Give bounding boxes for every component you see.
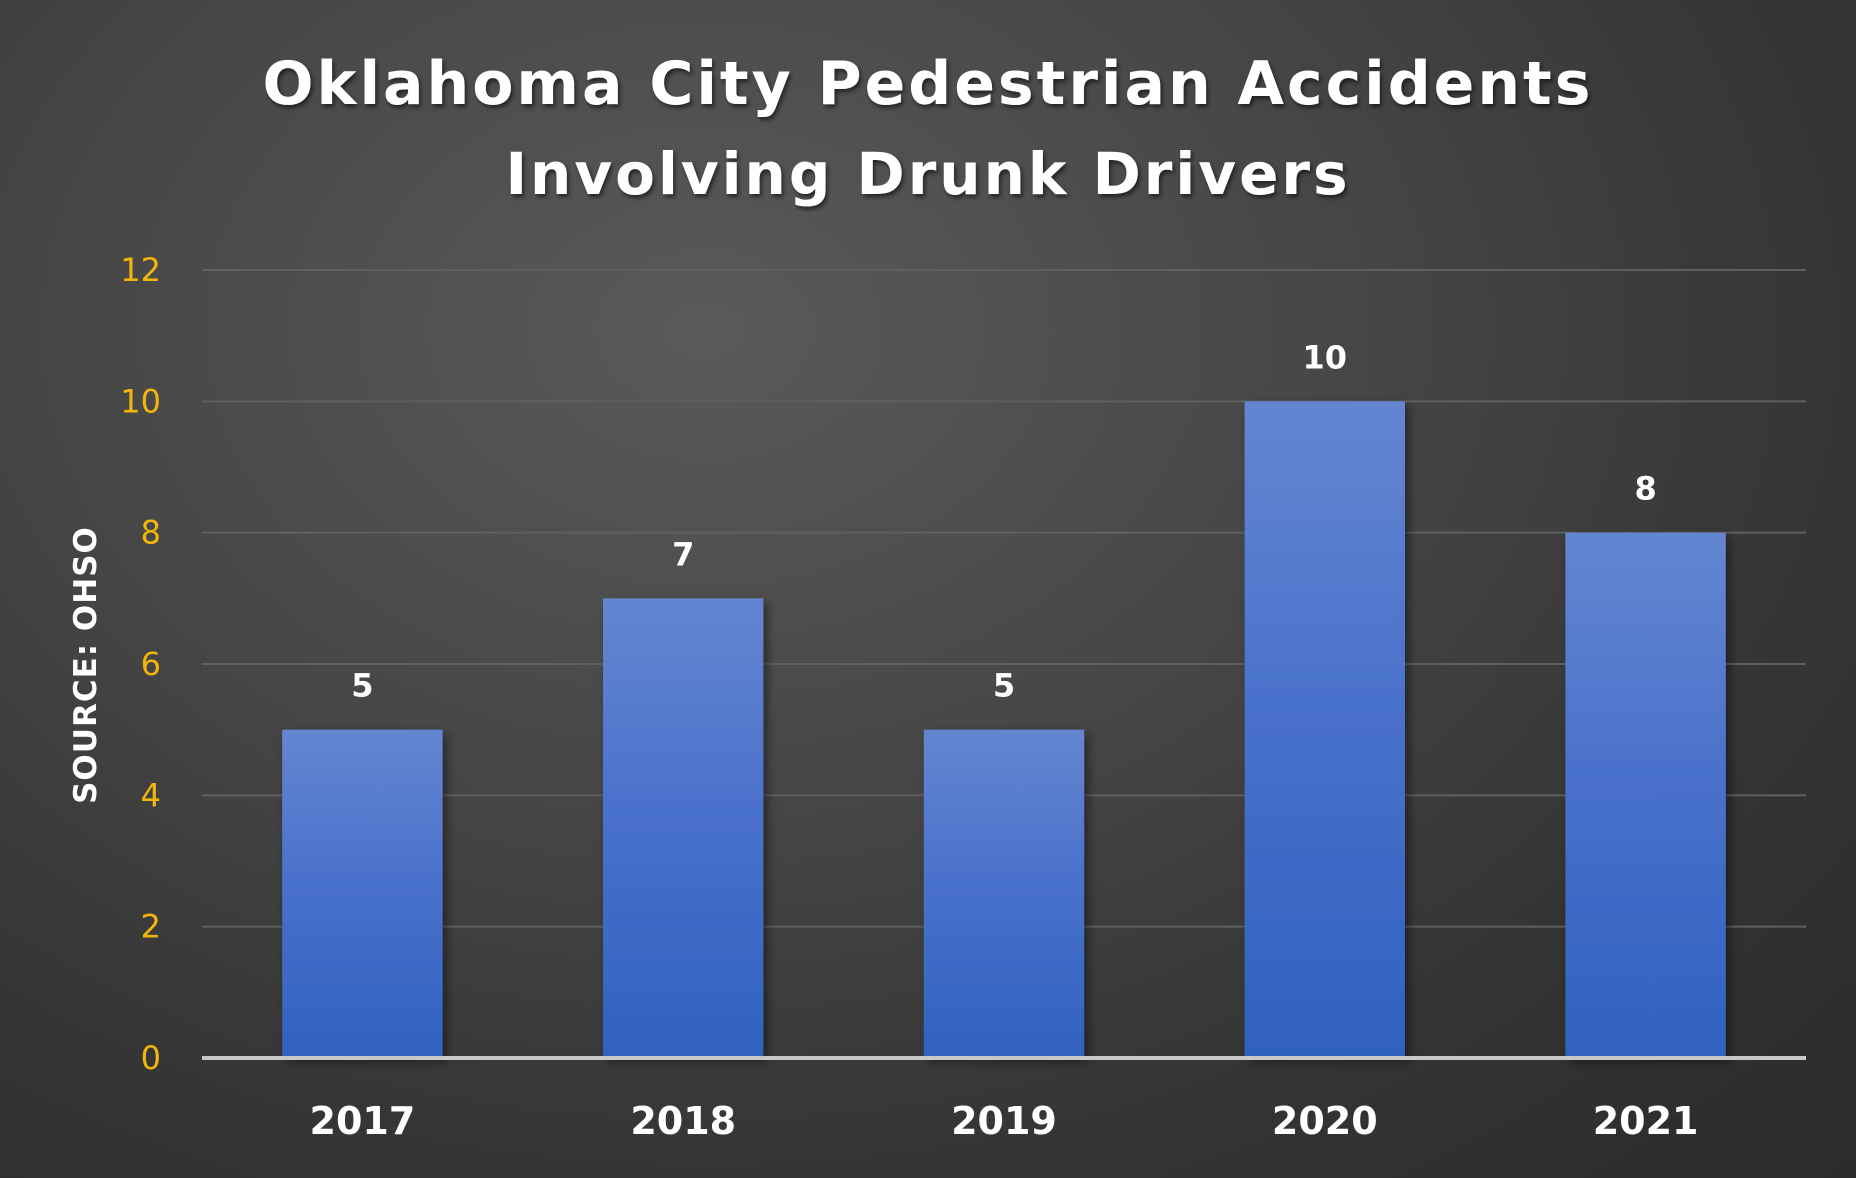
y-tick-label: 12 bbox=[120, 251, 161, 289]
y-tick-label: 2 bbox=[141, 908, 161, 946]
bar-2017 bbox=[282, 729, 443, 1058]
data-label-2018: 7 bbox=[672, 535, 694, 573]
data-labels: 5 7 5 10 8 bbox=[351, 338, 1656, 704]
data-label-2020: 10 bbox=[1303, 338, 1348, 376]
gridlines bbox=[202, 269, 1806, 928]
x-tick-label-2021: 2021 bbox=[1593, 1099, 1699, 1143]
y-tick-label: 10 bbox=[120, 382, 161, 420]
bar-2018 bbox=[603, 598, 764, 1058]
x-tick-label-2020: 2020 bbox=[1272, 1099, 1378, 1143]
data-label-2019: 5 bbox=[993, 667, 1015, 705]
chart-title-line-2: Involving Drunk Drivers bbox=[505, 140, 1350, 208]
chart-title: Oklahoma City Pedestrian Accidents Invol… bbox=[263, 49, 1594, 208]
bar-2021 bbox=[1565, 532, 1726, 1058]
x-tick-label-2019: 2019 bbox=[951, 1099, 1057, 1143]
x-axis-ticks: 2017 2018 2019 2020 2021 bbox=[310, 1099, 1699, 1143]
y-tick-label: 8 bbox=[141, 514, 161, 552]
data-label-2021: 8 bbox=[1634, 470, 1656, 508]
x-tick-label-2017: 2017 bbox=[310, 1099, 416, 1143]
y-axis-label: SOURCE: OHSO bbox=[68, 526, 104, 804]
bars bbox=[282, 401, 1726, 1058]
bar-2020 bbox=[1244, 401, 1405, 1058]
y-tick-label: 0 bbox=[141, 1039, 161, 1077]
y-tick-label: 6 bbox=[141, 645, 161, 683]
x-tick-label-2018: 2018 bbox=[630, 1099, 736, 1143]
data-label-2017: 5 bbox=[351, 667, 373, 705]
chart-title-line-1: Oklahoma City Pedestrian Accidents bbox=[263, 49, 1594, 119]
bar-2019 bbox=[923, 729, 1085, 1058]
y-axis-ticks: 0 2 4 6 8 10 12 bbox=[120, 251, 161, 1077]
y-tick-label: 4 bbox=[141, 776, 161, 814]
